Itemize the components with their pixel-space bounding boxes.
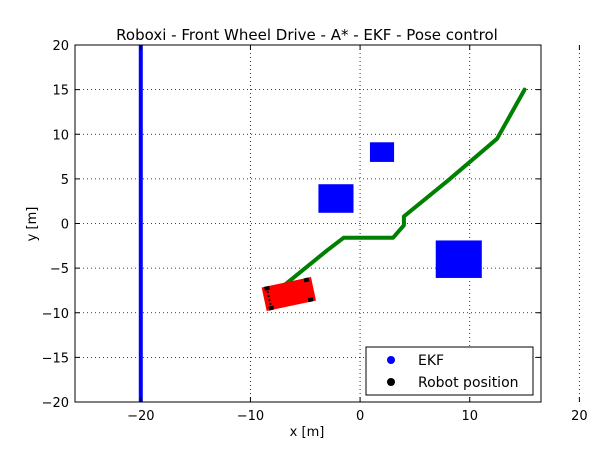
x-tick-label: −10 [237,409,264,424]
x-tick-label: 10 [461,409,478,424]
legend-marker [387,378,395,386]
legend-box [365,346,534,396]
plot-content [138,45,527,402]
y-tick-label: 5 [61,173,69,188]
path-line [275,87,527,293]
x-tick-label: −20 [127,409,154,424]
legend-label: Robot position [418,375,519,391]
obstacle-marker [435,240,482,278]
y-tick-label: 10 [52,128,69,143]
robot-body [261,276,316,312]
robot-wheel [268,305,275,311]
y-tick-label: −20 [42,396,69,411]
legend-label: EKF [418,353,444,369]
robot-wheel [303,277,310,283]
robot-axle [266,290,272,306]
legend-marker [387,356,395,364]
y-tick-label: −10 [42,307,69,322]
robot-wheel [264,285,270,291]
obstacle-marker [318,184,354,213]
robot-group [261,276,316,312]
x-axis-label: x [m] [290,425,325,440]
y-tick-label: −5 [50,262,69,277]
x-tick-label: 20 [571,409,588,424]
y-tick-label: 0 [61,218,69,233]
obstacle-marker [369,142,395,162]
y-axis-label: y [m] [25,207,40,242]
y-tick-label: 15 [52,84,69,99]
y-tick-label: −15 [42,351,69,366]
y-tick-label: 20 [52,39,69,54]
x-tick-label: 0 [356,409,364,424]
robot-wheel [307,297,314,303]
chart-title: Roboxi - Front Wheel Drive - A* - EKF - … [116,26,498,44]
